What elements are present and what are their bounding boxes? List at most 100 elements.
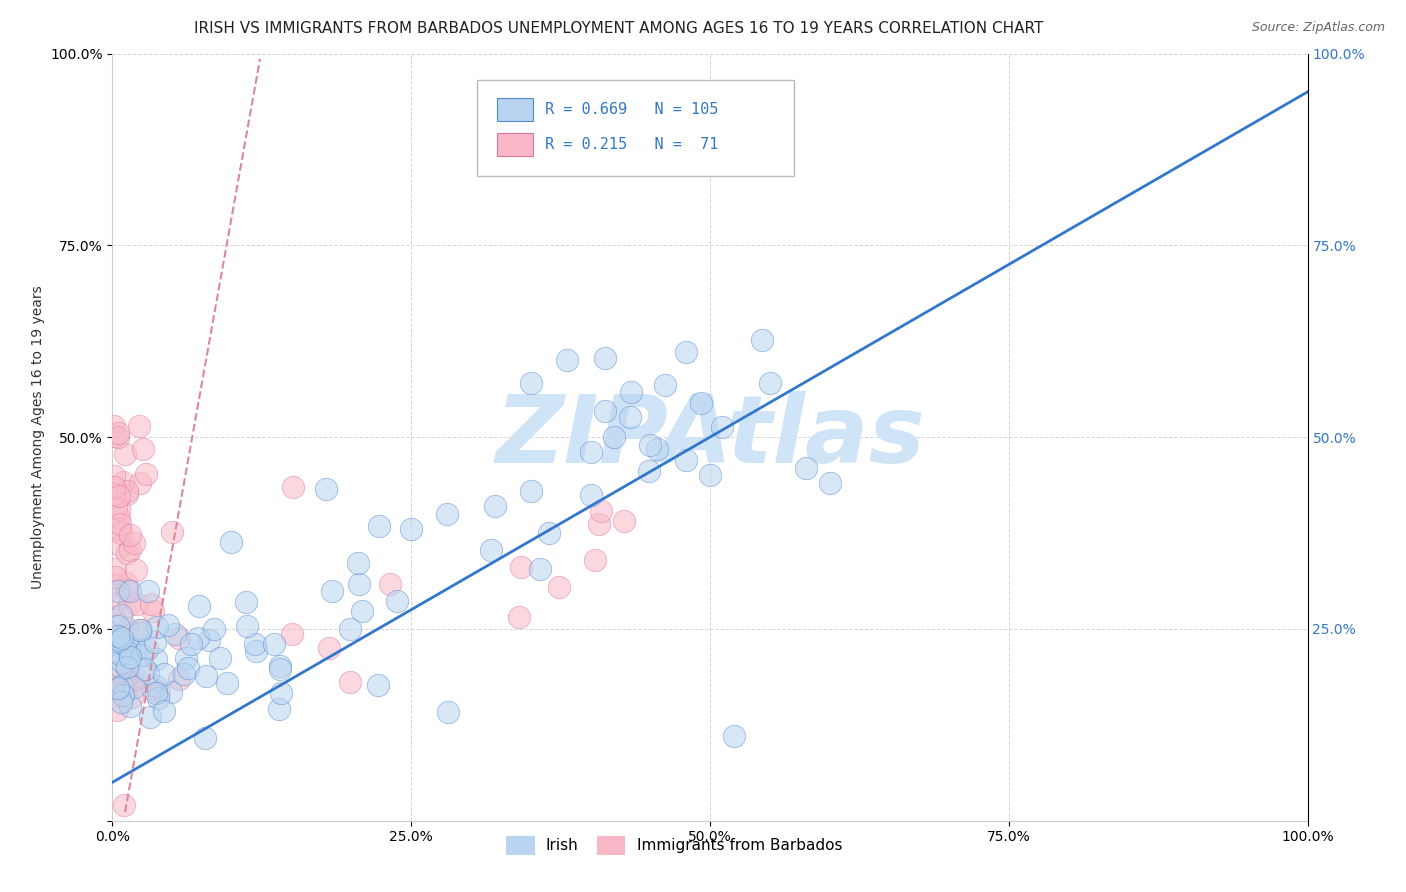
Point	[107, 619, 129, 633]
Point	[142, 604, 165, 618]
Point	[107, 629, 129, 643]
Point	[169, 672, 191, 686]
Point	[131, 648, 153, 662]
Point	[107, 430, 129, 444]
Point	[117, 680, 139, 694]
Point	[270, 686, 292, 700]
Point	[145, 679, 167, 693]
Point	[367, 678, 389, 692]
Point	[118, 583, 141, 598]
Point	[122, 536, 145, 550]
Point	[818, 476, 841, 491]
Point	[281, 480, 304, 494]
Point	[620, 384, 643, 399]
Point	[603, 430, 626, 444]
Point	[112, 638, 135, 652]
Point	[118, 640, 141, 655]
Point	[129, 624, 152, 638]
Point	[145, 635, 167, 649]
Point	[103, 682, 125, 697]
Point	[103, 480, 125, 494]
Point	[153, 667, 176, 681]
Point	[243, 637, 266, 651]
Point	[654, 378, 676, 392]
Point	[107, 632, 129, 647]
Text: R = 0.215   N =  71: R = 0.215 N = 71	[546, 136, 718, 152]
Point	[146, 620, 169, 634]
Point	[165, 627, 187, 641]
Point	[107, 681, 129, 696]
Point	[118, 646, 141, 660]
Point	[640, 438, 662, 452]
Point	[194, 669, 217, 683]
Point	[115, 546, 138, 560]
Point	[321, 584, 343, 599]
Point	[589, 504, 612, 518]
Point	[579, 488, 602, 502]
Point	[339, 675, 361, 690]
Point	[152, 704, 174, 718]
Text: ZIPAtlas: ZIPAtlas	[495, 391, 925, 483]
Point	[245, 644, 267, 658]
Point	[107, 583, 129, 598]
Point	[136, 641, 159, 656]
Point	[103, 597, 125, 611]
Point	[219, 535, 242, 549]
Text: Source: ZipAtlas.com: Source: ZipAtlas.com	[1251, 21, 1385, 34]
Point	[209, 650, 232, 665]
Point	[125, 597, 148, 611]
Point	[510, 560, 533, 574]
Point	[105, 681, 128, 696]
Point	[108, 647, 131, 661]
Point	[593, 403, 616, 417]
Point	[103, 577, 125, 591]
Point	[115, 487, 138, 501]
Point	[160, 685, 183, 699]
Point	[107, 638, 129, 652]
Point	[104, 562, 127, 576]
Point	[110, 607, 132, 622]
Point	[537, 525, 560, 540]
Point	[520, 483, 543, 498]
Point	[110, 695, 132, 709]
Point	[107, 425, 129, 440]
Point	[177, 661, 200, 675]
Point	[110, 661, 132, 675]
Point	[103, 681, 125, 696]
Point	[794, 460, 817, 475]
Point	[548, 580, 571, 594]
Point	[104, 429, 127, 443]
Point	[148, 685, 170, 699]
Point	[108, 665, 131, 679]
Point	[339, 623, 361, 637]
Point	[508, 609, 530, 624]
Point	[593, 351, 616, 365]
Point	[315, 483, 337, 497]
Point	[114, 447, 136, 461]
Point	[103, 418, 125, 433]
Point	[269, 662, 291, 676]
Point	[723, 729, 745, 743]
Point	[114, 798, 135, 813]
Point	[118, 598, 141, 612]
Point	[114, 672, 136, 686]
Point	[117, 484, 139, 499]
Point	[378, 577, 401, 591]
Point	[135, 467, 157, 481]
Point	[105, 703, 128, 717]
Point	[111, 632, 134, 646]
Point	[108, 522, 131, 536]
Point	[108, 510, 131, 524]
Y-axis label: Unemployment Among Ages 16 to 19 years: Unemployment Among Ages 16 to 19 years	[31, 285, 45, 589]
Point	[711, 419, 734, 434]
Point	[167, 632, 190, 646]
Point	[128, 418, 150, 433]
Point	[103, 690, 125, 704]
Point	[115, 660, 138, 674]
Point	[129, 476, 152, 491]
Point	[690, 396, 713, 410]
Point	[139, 597, 162, 611]
Point	[347, 556, 370, 570]
Point	[162, 525, 184, 540]
Point	[197, 633, 219, 648]
